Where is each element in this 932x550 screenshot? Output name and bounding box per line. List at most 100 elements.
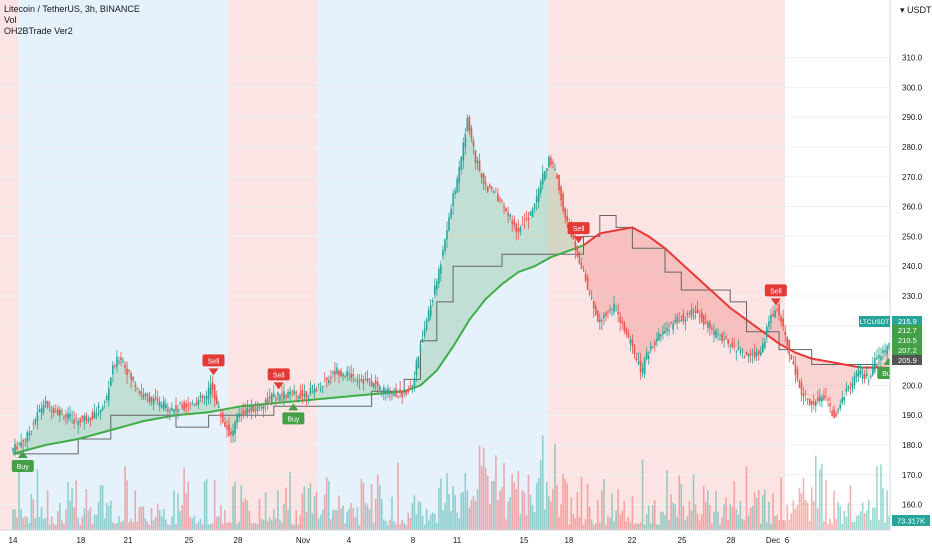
volume-bar — [874, 507, 876, 530]
candle-body — [656, 338, 658, 342]
bear-cloud — [583, 227, 898, 419]
candle-body — [321, 386, 324, 388]
volume-bar — [452, 486, 454, 530]
volume-bar — [611, 493, 613, 530]
candle-body — [533, 203, 536, 209]
sell-signal[interactable]: Sell — [202, 354, 225, 376]
volume-bar — [50, 516, 53, 530]
candle-body — [283, 391, 285, 399]
candle-body — [138, 391, 141, 393]
candle-body — [413, 378, 416, 386]
candle-body — [32, 423, 35, 425]
candle-body — [531, 208, 534, 217]
volume-bar — [116, 523, 118, 530]
volume-bar — [480, 465, 483, 530]
volume-bar — [649, 523, 652, 530]
candle-body — [352, 373, 355, 376]
sell-signal[interactable]: Sell — [567, 222, 590, 244]
candle-body — [270, 393, 273, 403]
candle-body — [621, 321, 624, 324]
custom-indicator-label[interactable]: OH2BTrade Ver2 — [4, 26, 73, 36]
candle-body — [782, 318, 784, 327]
candle-body — [772, 313, 774, 317]
candle-body — [246, 408, 249, 415]
symbol-title: Litecoin / TetherUS, 3h, BINANCE — [4, 4, 140, 14]
volume-bar — [315, 491, 318, 530]
candle-body — [725, 336, 727, 339]
volume-bar — [403, 522, 405, 530]
time-tick-label: 11 — [453, 536, 462, 545]
price-tag — [892, 316, 922, 326]
volume-bar — [817, 507, 819, 530]
candle-body — [495, 191, 497, 193]
volume-bar — [617, 489, 619, 530]
currency-selector[interactable]: ▾ USDT — [900, 5, 932, 16]
volume-bar — [556, 485, 558, 530]
volume-bar — [197, 521, 200, 530]
candle-body — [297, 396, 300, 399]
candle-body — [401, 391, 403, 398]
volume-bar — [499, 490, 501, 530]
volume-bar — [264, 492, 267, 530]
sell-signal[interactable]: Sell — [764, 284, 787, 306]
trend-zones — [0, 0, 785, 530]
volume-bar — [821, 463, 823, 530]
volume-bar — [374, 498, 377, 530]
candle-body — [827, 399, 829, 401]
volume-bar — [810, 487, 813, 530]
volume-bar — [474, 500, 477, 530]
volume-indicator-label[interactable]: Vol — [4, 15, 17, 25]
chevron-down-icon: ▾ — [900, 5, 905, 15]
volume-bar — [275, 518, 277, 530]
volume-bar — [582, 524, 585, 530]
candle-body — [136, 388, 139, 390]
volume-bar — [429, 514, 432, 530]
candle-body — [882, 349, 884, 354]
buy-signal[interactable]: Buy — [282, 403, 305, 425]
candle-body — [521, 224, 524, 226]
candle-body — [181, 404, 183, 408]
volume-bar — [224, 509, 226, 530]
volume-bar — [531, 504, 534, 530]
candle-body — [57, 408, 59, 415]
volume-bar — [576, 491, 579, 530]
sell-signal[interactable]: Sell — [267, 368, 290, 390]
candle-body — [344, 376, 346, 378]
candle-body — [684, 319, 687, 322]
volume-bar — [521, 490, 524, 530]
trend-zone-bear — [0, 0, 18, 530]
time-tick-label: 25 — [678, 536, 687, 545]
candle-body — [594, 306, 597, 315]
volume-bar — [586, 483, 589, 530]
currency-label: USDT — [907, 5, 932, 15]
volume-bar — [529, 494, 532, 530]
time-tick-label: 4 — [347, 536, 352, 545]
candle-body — [368, 378, 371, 380]
time-tick-label: 28 — [234, 536, 243, 545]
candle-body — [749, 353, 752, 356]
volume-bar — [433, 513, 436, 530]
candle-body — [171, 407, 173, 411]
candle-body — [757, 350, 760, 355]
volume-bar — [739, 500, 742, 530]
volume-bar — [861, 502, 864, 530]
candle-body — [719, 338, 721, 340]
candle-body — [107, 387, 110, 401]
buy-signal[interactable]: Buy — [11, 451, 34, 473]
volume-bar — [584, 519, 587, 530]
volume-bar — [833, 490, 835, 530]
candle-body — [311, 385, 314, 388]
volume-bar — [281, 522, 283, 530]
volume-bar — [735, 509, 738, 530]
volume-bar — [568, 524, 571, 530]
candle-body — [619, 316, 621, 323]
candle-body — [97, 405, 100, 408]
volume-bar — [849, 485, 852, 530]
volume-bar — [107, 505, 110, 530]
volume-bar — [692, 474, 695, 530]
candle-body — [808, 398, 811, 405]
candle-body — [792, 361, 795, 365]
candle-body — [438, 269, 440, 284]
volume-bar — [594, 523, 597, 530]
